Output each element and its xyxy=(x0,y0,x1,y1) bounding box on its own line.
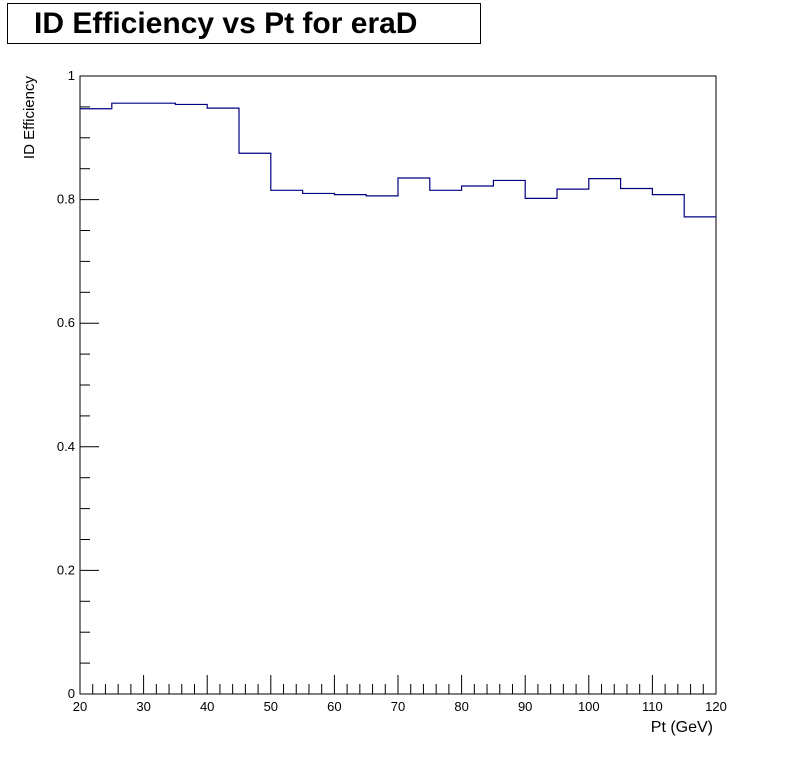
x-tick-label: 20 xyxy=(73,699,87,714)
y-tick-label: 0.8 xyxy=(57,192,75,207)
x-tick-label: 30 xyxy=(136,699,150,714)
y-tick-label: 1 xyxy=(68,68,75,83)
x-tick-label: 80 xyxy=(454,699,468,714)
x-axis-label: Pt (GeV) xyxy=(651,719,713,736)
axis-ticks xyxy=(79,75,717,695)
y-tick-label: 0.4 xyxy=(57,439,75,454)
x-tick-label: 50 xyxy=(264,699,278,714)
y-axis-label: ID Efficiency xyxy=(21,76,38,160)
x-tick-label: 70 xyxy=(391,699,405,714)
x-tick-label: 120 xyxy=(705,699,727,714)
x-tick-label: 90 xyxy=(518,699,532,714)
y-tick-label: 0.2 xyxy=(57,562,75,577)
x-tick-label: 40 xyxy=(200,699,214,714)
x-tick-label: 60 xyxy=(327,699,341,714)
chart-title: ID Efficiency vs Pt for eraD xyxy=(7,3,481,44)
y-tick-label: 0.6 xyxy=(57,315,75,330)
y-tick-label: 0 xyxy=(68,686,75,701)
x-tick-label: 100 xyxy=(578,699,600,714)
histogram-step-line xyxy=(80,102,716,218)
x-tick-label: 110 xyxy=(642,699,663,714)
plot-frame xyxy=(79,75,717,695)
axis-tick-labels: 20 30 40 50 60 70 80 90 100 110 120 0 0.2 0.4 0.6 0.8 1 xyxy=(57,68,727,714)
